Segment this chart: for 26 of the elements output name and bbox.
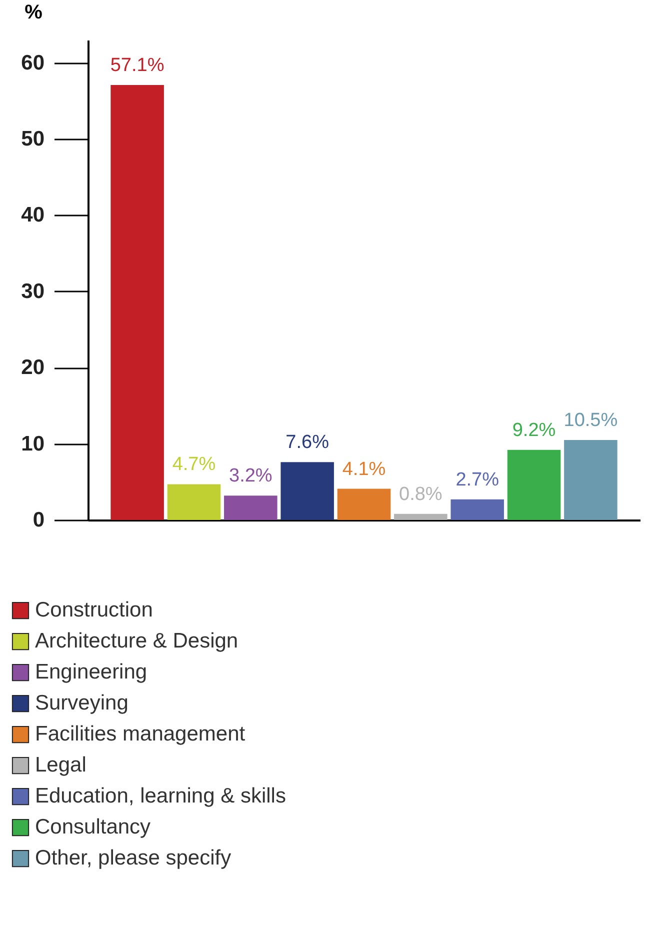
legend-label: Architecture & Design: [35, 630, 238, 652]
y-tick-label: 60: [21, 51, 44, 74]
y-tick-label: 50: [21, 128, 44, 151]
data-label: 2.7%: [456, 469, 500, 490]
legend-label: Consultancy: [35, 816, 152, 838]
data-label: 9.2%: [512, 420, 556, 441]
y-axis-title: %: [24, 2, 43, 24]
data-label: 7.6%: [286, 432, 330, 454]
y-tick-label: 10: [21, 432, 44, 456]
data-label: 4.1%: [342, 458, 386, 480]
legend-label: Construction: [35, 598, 153, 622]
legend-label: Engineering: [35, 660, 148, 684]
y-tick-label: 0: [32, 508, 44, 532]
data-label: 3.2%: [228, 466, 272, 487]
y-tick-label: 30: [21, 280, 44, 303]
legend-label: Other, please specify: [35, 846, 232, 870]
legend-label: Facilities management: [35, 722, 246, 746]
y-tick-label: 40: [21, 204, 44, 227]
y-tick-label: 20: [21, 356, 44, 380]
legend-label: Surveying: [35, 692, 128, 714]
data-label: 57.1%: [110, 54, 164, 76]
legend-label: Education, learning & skills: [35, 784, 286, 808]
data-label: 0.8%: [399, 484, 442, 505]
data-label: 10.5%: [564, 410, 618, 431]
data-label: 4.7%: [172, 454, 216, 476]
legend-label: Legal: [35, 754, 86, 776]
